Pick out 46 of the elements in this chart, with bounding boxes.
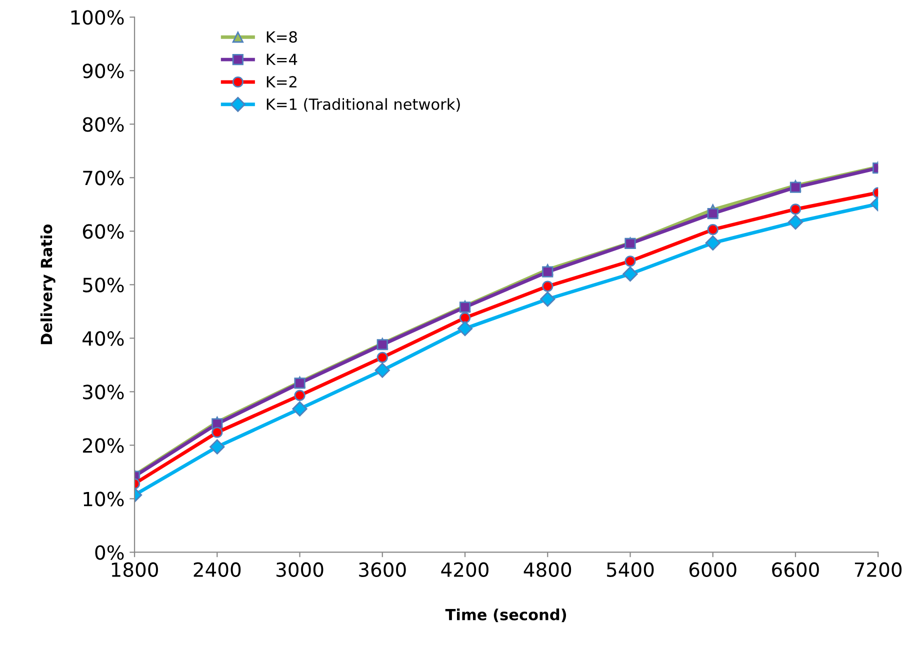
point <box>788 214 804 230</box>
point <box>622 266 638 282</box>
y-tick-label: 30% <box>83 384 124 400</box>
y-tick-label: 20% <box>83 438 124 453</box>
point <box>457 320 473 336</box>
point <box>790 204 802 215</box>
point <box>292 401 308 416</box>
point <box>624 256 636 267</box>
y-tick-label: 10% <box>84 492 124 506</box>
point <box>294 390 306 402</box>
y-tick-label: 70% <box>83 170 124 186</box>
x-tick-label: 7200 <box>854 562 902 578</box>
x-tick-label: 1800 <box>112 562 158 578</box>
point <box>210 439 225 454</box>
y-axis-title: Delivery Ratio <box>40 224 56 344</box>
point <box>705 235 720 251</box>
legend-label: K=8 <box>266 31 297 43</box>
y-tick-label: 0% <box>95 545 124 560</box>
legend-label: K=1 (Traditional network) <box>266 98 460 112</box>
legend-label: K=2 <box>266 76 296 88</box>
x-tick-label: 6000 <box>689 562 736 578</box>
point <box>707 208 718 220</box>
point <box>376 352 388 364</box>
x-tick-label: 3000 <box>276 562 324 578</box>
point <box>707 224 718 236</box>
y-tick-label: 40% <box>82 331 124 346</box>
legend-label: K=4 <box>266 54 298 65</box>
y-tick-label: 80% <box>82 117 124 132</box>
point <box>540 292 556 307</box>
x-tick-label: 6600 <box>772 562 819 578</box>
point <box>459 312 471 324</box>
point <box>790 182 802 193</box>
x-tick-label: 4800 <box>524 562 572 578</box>
y-tick-label: 90% <box>82 64 124 78</box>
y-tick-label: 60% <box>82 224 124 239</box>
x-axis-title: Time (second) <box>445 608 566 622</box>
x-tick-label: 3600 <box>359 562 406 578</box>
point <box>542 266 554 278</box>
x-tick-label: 2400 <box>194 562 241 578</box>
x-tick-label: 4200 <box>441 562 488 578</box>
y-tick-label: 50% <box>83 278 124 292</box>
point <box>212 426 223 438</box>
point <box>542 280 554 292</box>
point <box>374 362 390 378</box>
y-tick-label: 100% <box>71 10 124 25</box>
x-tick-label: 5400 <box>607 562 654 578</box>
